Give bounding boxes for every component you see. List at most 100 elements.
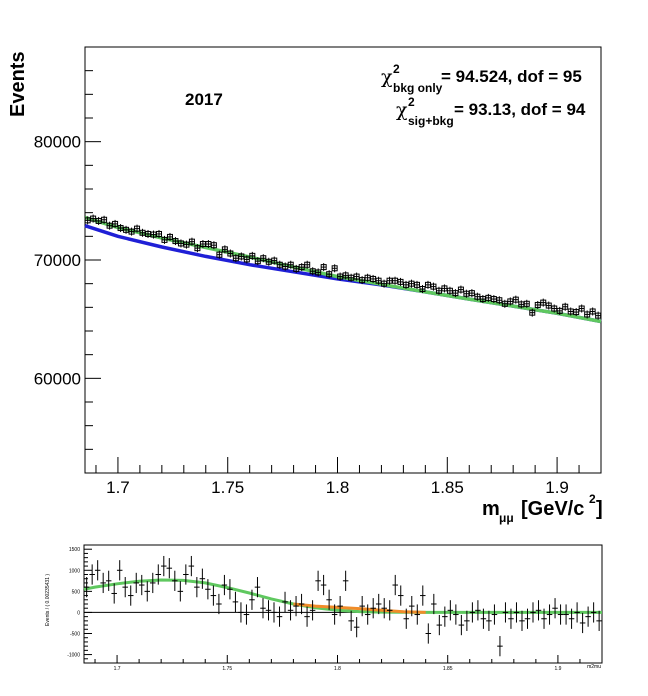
x-axis-label: m μμ [GeV/c 2 ] <box>482 492 603 525</box>
data-point <box>457 285 464 294</box>
data-point <box>541 608 547 629</box>
data-point <box>282 262 289 271</box>
data-point <box>551 304 558 313</box>
data-point <box>370 598 376 619</box>
data-point <box>353 272 360 281</box>
data-point <box>589 307 596 316</box>
data-point <box>562 302 569 311</box>
data-point <box>386 600 393 621</box>
data-point <box>150 572 156 594</box>
x-tick-label: 1.75 <box>222 666 232 672</box>
point-marker <box>227 250 234 257</box>
data-point <box>155 564 162 585</box>
point-marker <box>523 300 530 307</box>
data-point <box>574 602 580 623</box>
x-tick-label: 1.7 <box>114 666 121 672</box>
point-marker <box>194 245 201 252</box>
data-point <box>409 595 415 617</box>
data-point <box>348 273 355 282</box>
data-point <box>512 295 519 304</box>
data-point <box>83 577 90 598</box>
data-point <box>518 300 525 309</box>
data-point <box>502 602 509 623</box>
chi-bkg-text: = 94.524, dof = 95 <box>441 67 582 86</box>
data-point <box>573 308 580 317</box>
data-point <box>392 276 399 285</box>
data-point <box>529 308 536 317</box>
data-point <box>232 254 239 263</box>
data-point <box>557 604 564 625</box>
chi-bkg-sub: bkg only <box>393 81 443 95</box>
point-marker <box>221 246 228 253</box>
data-point <box>524 608 531 629</box>
data-point <box>419 284 426 293</box>
point-marker <box>271 257 278 264</box>
data-point <box>479 295 486 304</box>
data-point <box>238 602 244 623</box>
point-marker <box>430 283 437 290</box>
data-point <box>408 279 415 288</box>
data-point <box>249 251 256 260</box>
point-marker <box>260 255 267 262</box>
y-tick-label: 500 <box>72 589 81 595</box>
data-point <box>424 280 431 289</box>
data-point <box>111 583 117 604</box>
data-point <box>491 604 498 625</box>
data-point <box>375 593 382 615</box>
data-point <box>276 606 283 627</box>
data-point <box>227 249 234 258</box>
data-point <box>546 604 553 625</box>
point-marker <box>589 308 596 315</box>
data-point <box>304 606 310 627</box>
data-point <box>497 636 503 657</box>
data-point <box>507 297 514 306</box>
y-tick-label: 70000 <box>34 251 81 270</box>
y-tick-label: -1000 <box>67 653 80 659</box>
point-marker <box>578 305 585 312</box>
chi-symbol: χ <box>396 99 408 121</box>
data-point <box>84 216 91 225</box>
data-point <box>463 289 470 298</box>
data-point <box>221 574 228 596</box>
data-point <box>563 604 569 625</box>
point-marker <box>315 269 322 276</box>
data-point <box>392 574 398 596</box>
data-point <box>381 598 387 619</box>
point-marker <box>419 285 426 292</box>
data-point <box>552 598 558 619</box>
data-point <box>342 570 349 591</box>
data-point <box>282 591 288 613</box>
data-point <box>172 570 178 591</box>
data-point <box>364 604 371 625</box>
data-point <box>309 600 316 621</box>
data-point <box>397 585 404 606</box>
point-marker <box>320 264 327 271</box>
data-point <box>464 610 470 631</box>
residual-plot-frame <box>83 544 603 664</box>
data-point <box>254 257 261 266</box>
data-point <box>435 286 442 295</box>
point-marker <box>101 216 108 223</box>
x-tick-label: 1.8 <box>334 666 341 672</box>
residual-y-label: Events / ( 0.00235431 ) <box>45 574 51 626</box>
data-point <box>188 555 195 577</box>
data-point <box>194 577 200 598</box>
x-tick-label: 1.9 <box>545 478 569 497</box>
point-marker <box>134 225 141 232</box>
x-label-units-sup: 2 <box>589 492 596 506</box>
data-point <box>523 299 530 308</box>
data-point <box>188 237 195 246</box>
data-point <box>249 589 255 610</box>
data-point <box>90 214 97 223</box>
data-point <box>453 604 459 625</box>
point-marker <box>304 261 311 268</box>
main-ticks: 1.7 1.75 1.8 1.85 1.9 60000 70000 80000 <box>34 46 602 497</box>
data-point <box>144 581 151 602</box>
data-point <box>397 277 404 286</box>
data-point <box>145 229 152 238</box>
data-point <box>567 307 574 316</box>
y-axis-label: Events <box>7 51 29 117</box>
point-marker <box>529 309 536 316</box>
point-marker <box>496 297 503 304</box>
data-point <box>216 250 223 259</box>
